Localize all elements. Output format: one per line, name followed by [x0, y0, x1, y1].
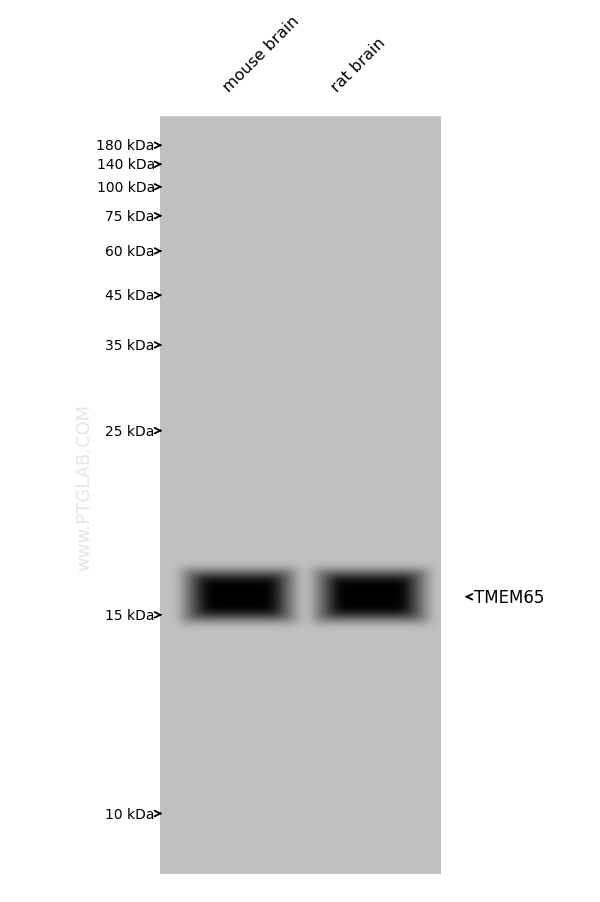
Text: 45 kDa: 45 kDa — [106, 289, 155, 303]
Text: rat brain: rat brain — [328, 35, 388, 95]
Text: TMEM65: TMEM65 — [474, 588, 544, 606]
Text: 35 kDa: 35 kDa — [106, 338, 155, 353]
Text: 10 kDa: 10 kDa — [106, 806, 155, 821]
Text: 60 kDa: 60 kDa — [106, 244, 155, 259]
Text: 75 kDa: 75 kDa — [106, 209, 155, 224]
Text: 25 kDa: 25 kDa — [106, 424, 155, 438]
Text: 15 kDa: 15 kDa — [106, 608, 155, 622]
Bar — [161, 117, 441, 875]
Text: 140 kDa: 140 kDa — [97, 158, 155, 172]
Text: www.PTGLAB.COM: www.PTGLAB.COM — [75, 403, 93, 571]
Text: 100 kDa: 100 kDa — [97, 180, 155, 195]
Text: 180 kDa: 180 kDa — [97, 139, 155, 153]
Text: mouse brain: mouse brain — [220, 14, 302, 95]
